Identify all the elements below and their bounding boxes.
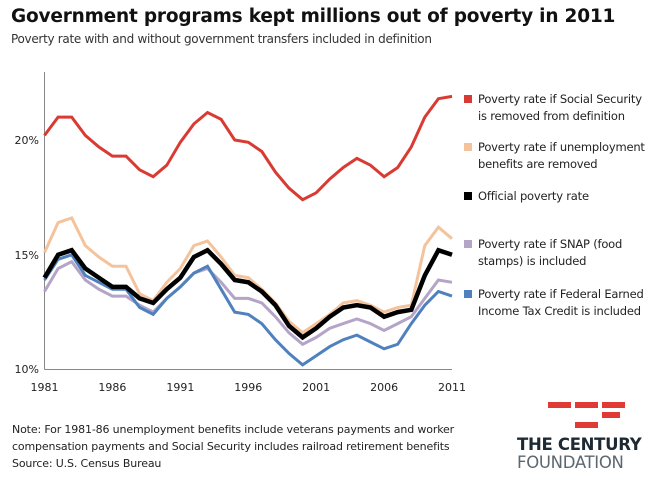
x-tick-label: 1991 — [166, 381, 194, 394]
legend-swatch — [464, 143, 472, 151]
x-tick-label: 2006 — [370, 381, 398, 394]
legend-swatch — [464, 240, 472, 248]
logo-bar — [575, 402, 598, 408]
legend-label: benefits are removed — [478, 157, 598, 171]
x-tick-label: 1986 — [98, 381, 126, 394]
note-line: compensation payments and Social Securit… — [12, 440, 450, 453]
logo-bar — [602, 402, 625, 408]
logo-bar — [548, 402, 571, 408]
x-tick-label: 1996 — [234, 381, 262, 394]
y-tick-labels: 10% 15% 20% — [15, 134, 39, 376]
x-tick-label: 2001 — [302, 381, 330, 394]
legend-label: stamps) is included — [478, 254, 587, 268]
series-line-1 — [43, 216, 453, 335]
legend-label: Income Tax Credit is included — [478, 304, 641, 318]
series-line-4 — [43, 253, 453, 367]
x-tick-label: 2011 — [438, 381, 466, 394]
axes — [44, 72, 452, 370]
legend-item-social-security: Poverty rate if Social Security is remov… — [464, 91, 650, 125]
legend-label: is removed from definition — [478, 109, 625, 123]
legend-label: Poverty rate if unemployment — [478, 140, 645, 154]
series-line-0 — [43, 94, 453, 202]
legend-item-unemployment: Poverty rate if unemployment benefits ar… — [464, 139, 650, 173]
series-line-3 — [43, 259, 453, 347]
chart-subtitle: Poverty rate with and without government… — [11, 32, 432, 46]
logo-text-the-century: THE CENTURY — [517, 435, 642, 454]
series-line-2 — [42, 247, 453, 341]
line-chart: 10% 15% 20% 1981 1986 1991 1996 2001 200… — [15, 72, 467, 394]
chart-title: Government programs kept millions out of… — [11, 6, 616, 27]
logo-bar — [575, 422, 598, 428]
series-layer — [42, 94, 453, 367]
x-tick-labels: 1981 1986 1991 1996 2001 2006 2011 — [31, 381, 467, 394]
y-tick-label: 10% — [15, 363, 39, 376]
x-tick-label: 1981 — [31, 381, 59, 394]
y-tick-label: 20% — [15, 134, 39, 147]
legend-item-official: Official poverty rate — [464, 188, 650, 205]
logo-text-foundation: FOUNDATION — [517, 453, 624, 472]
legend-swatch — [464, 192, 472, 200]
footnote: Note: For 1981-86 unemployment benefits … — [12, 421, 482, 472]
source-line: Source: U.S. Census Bureau — [12, 457, 162, 470]
legend-swatch — [464, 290, 472, 298]
legend-label: Poverty rate if Social Security — [478, 92, 642, 106]
legend-label: Official poverty rate — [478, 189, 589, 203]
legend-swatch — [464, 95, 472, 103]
legend-item-eitc: Poverty rate if Federal Earned Income Ta… — [464, 286, 650, 320]
y-tick-label: 15% — [15, 249, 39, 262]
legend-label: Poverty rate if Federal Earned — [478, 287, 644, 301]
note-line: Note: For 1981-86 unemployment benefits … — [12, 423, 455, 436]
legend-item-snap: Poverty rate if SNAP (food stamps) is in… — [464, 236, 650, 270]
legend-label: Poverty rate if SNAP (food — [478, 237, 623, 251]
century-foundation-logo: THE CENTURY FOUNDATION — [500, 398, 650, 478]
logo-bar — [602, 412, 620, 418]
